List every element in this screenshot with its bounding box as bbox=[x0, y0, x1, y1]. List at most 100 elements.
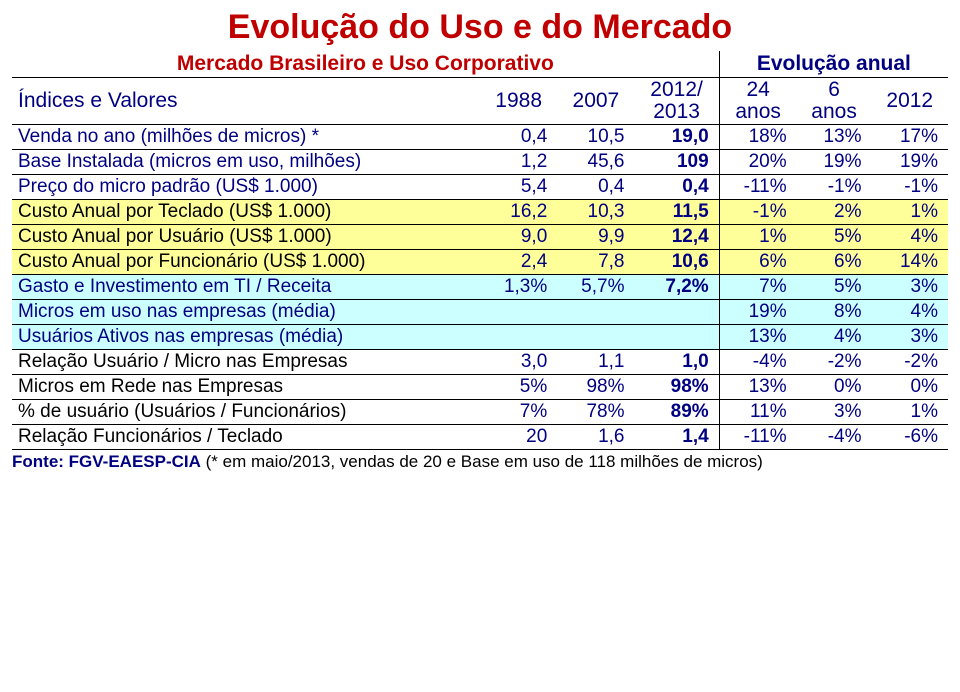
row-cell bbox=[557, 325, 634, 350]
row-cell: 9,9 bbox=[557, 225, 634, 250]
row-cell: -2% bbox=[797, 350, 872, 375]
header-right: Evolução anual bbox=[719, 51, 948, 78]
row-cell bbox=[480, 325, 557, 350]
row-cell: 11% bbox=[719, 400, 796, 425]
row-cell: 14% bbox=[872, 250, 948, 275]
table-row: Usuários Ativos nas empresas (média) 13%4… bbox=[12, 325, 948, 350]
row-cell: 3% bbox=[872, 275, 948, 300]
row-cell: 13% bbox=[719, 325, 796, 350]
row-cell: 2,4 bbox=[480, 250, 557, 275]
row-label: Custo Anual por Usuário (US$ 1.000) bbox=[12, 225, 480, 250]
row-cell: 45,6 bbox=[557, 150, 634, 175]
row-cell: 19,0 bbox=[634, 125, 719, 150]
row-cell: 2% bbox=[797, 200, 872, 225]
row-cell: 1,3% bbox=[480, 275, 557, 300]
row-label: Venda no ano (milhões de micros) * bbox=[12, 125, 480, 150]
row-cell: 89% bbox=[634, 400, 719, 425]
row-cell: 13% bbox=[797, 125, 872, 150]
row-cell: -11% bbox=[719, 425, 796, 450]
row-cell: 1% bbox=[872, 400, 948, 425]
row-cell: 19% bbox=[872, 150, 948, 175]
row-label: Micros em uso nas empresas (média) bbox=[12, 300, 480, 325]
row-cell: 19% bbox=[797, 150, 872, 175]
row-cell bbox=[557, 300, 634, 325]
row-cell: 7% bbox=[719, 275, 796, 300]
col-0: 1988 bbox=[480, 78, 557, 125]
row-cell: 1,1 bbox=[557, 350, 634, 375]
cols-label: Índices e Valores bbox=[12, 78, 480, 125]
row-cell: 4% bbox=[797, 325, 872, 350]
table-row: Custo Anual por Teclado (US$ 1.000)16,2 1… bbox=[12, 200, 948, 225]
data-table: Mercado Brasileiro e Uso Corporativo Evo… bbox=[12, 51, 948, 450]
row-cell: 3% bbox=[797, 400, 872, 425]
row-cell: 1% bbox=[872, 200, 948, 225]
row-label: Relação Funcionários / Teclado bbox=[12, 425, 480, 450]
row-cell: -2% bbox=[872, 350, 948, 375]
footnote-rest: (* em maio/2013, vendas de 20 e Base em … bbox=[201, 452, 763, 471]
row-cell: 0,4 bbox=[480, 125, 557, 150]
row-cell: 9,0 bbox=[480, 225, 557, 250]
footnote: Fonte: FGV-EAESP-CIA (* em maio/2013, ve… bbox=[12, 452, 948, 472]
row-label: Preço do micro padrão (US$ 1.000) bbox=[12, 175, 480, 200]
row-cell: 17% bbox=[872, 125, 948, 150]
row-cell: 1,6 bbox=[557, 425, 634, 450]
row-cell: 1,2 bbox=[480, 150, 557, 175]
row-cell: 7,2% bbox=[634, 275, 719, 300]
row-cell: 8% bbox=[797, 300, 872, 325]
row-cell: 10,5 bbox=[557, 125, 634, 150]
table-row: Micros em Rede nas Empresas5%98%98%13%0%… bbox=[12, 375, 948, 400]
row-cell: 3% bbox=[872, 325, 948, 350]
header-left: Mercado Brasileiro e Uso Corporativo bbox=[12, 51, 719, 78]
row-cell: -11% bbox=[719, 175, 796, 200]
row-cell bbox=[634, 300, 719, 325]
table-row: Relação Funcionários / Teclado201,61,4-1… bbox=[12, 425, 948, 450]
row-cell: -1% bbox=[872, 175, 948, 200]
row-label: Custo Anual por Funcionário (US$ 1.000) bbox=[12, 250, 480, 275]
table-row: Venda no ano (milhões de micros) *0,410,… bbox=[12, 125, 948, 150]
row-cell: 5,7% bbox=[557, 275, 634, 300]
footnote-source: Fonte: FGV-EAESP-CIA bbox=[12, 452, 201, 471]
row-cell bbox=[480, 300, 557, 325]
row-cell: 3,0 bbox=[480, 350, 557, 375]
row-cell: 20% bbox=[719, 150, 796, 175]
table-row: % de usuário (Usuários / Funcionários)7%… bbox=[12, 400, 948, 425]
row-label: % de usuário (Usuários / Funcionários) bbox=[12, 400, 480, 425]
table-row: Base Instalada (micros em uso, milhões)1… bbox=[12, 150, 948, 175]
row-cell: 78% bbox=[557, 400, 634, 425]
row-label: Custo Anual por Teclado (US$ 1.000) bbox=[12, 200, 480, 225]
row-cell: -1% bbox=[797, 175, 872, 200]
table-row: Relação Usuário / Micro nas Empresas3,01… bbox=[12, 350, 948, 375]
row-cell: 98% bbox=[557, 375, 634, 400]
row-label: Base Instalada (micros em uso, milhões) bbox=[12, 150, 480, 175]
row-label: Micros em Rede nas Empresas bbox=[12, 375, 480, 400]
table-row: Custo Anual por Funcionário (US$ 1.000)2… bbox=[12, 250, 948, 275]
row-cell: 0% bbox=[872, 375, 948, 400]
row-cell: 1% bbox=[719, 225, 796, 250]
row-cell: 5% bbox=[797, 225, 872, 250]
row-cell: 7,8 bbox=[557, 250, 634, 275]
row-cell: 7% bbox=[480, 400, 557, 425]
table-row: Gasto e Investimento em TI / Receita1,3%… bbox=[12, 275, 948, 300]
col-5: 2012 bbox=[872, 78, 948, 125]
row-cell: 11,5 bbox=[634, 200, 719, 225]
row-cell: 98% bbox=[634, 375, 719, 400]
row-cell: 6% bbox=[719, 250, 796, 275]
col-4: 6anos bbox=[797, 78, 872, 125]
page-title: Evolução do Uso e do Mercado bbox=[12, 8, 948, 47]
col-3: 24anos bbox=[719, 78, 796, 125]
row-cell: 4% bbox=[872, 225, 948, 250]
col-2: 2012/2013 bbox=[634, 78, 719, 125]
row-cell: -6% bbox=[872, 425, 948, 450]
row-cell: 1,4 bbox=[634, 425, 719, 450]
row-cell: 16,2 bbox=[480, 200, 557, 225]
row-cell: 1,0 bbox=[634, 350, 719, 375]
col-1: 2007 bbox=[557, 78, 634, 125]
row-cell bbox=[634, 325, 719, 350]
header-row-1: Mercado Brasileiro e Uso Corporativo Evo… bbox=[12, 51, 948, 78]
row-cell: 12,4 bbox=[634, 225, 719, 250]
row-label: Relação Usuário / Micro nas Empresas bbox=[12, 350, 480, 375]
header-row-2: Índices e Valores 1988 2007 2012/2013 24… bbox=[12, 78, 948, 125]
row-cell: 5,4 bbox=[480, 175, 557, 200]
row-label: Gasto e Investimento em TI / Receita bbox=[12, 275, 480, 300]
row-label: Usuários Ativos nas empresas (média) bbox=[12, 325, 480, 350]
